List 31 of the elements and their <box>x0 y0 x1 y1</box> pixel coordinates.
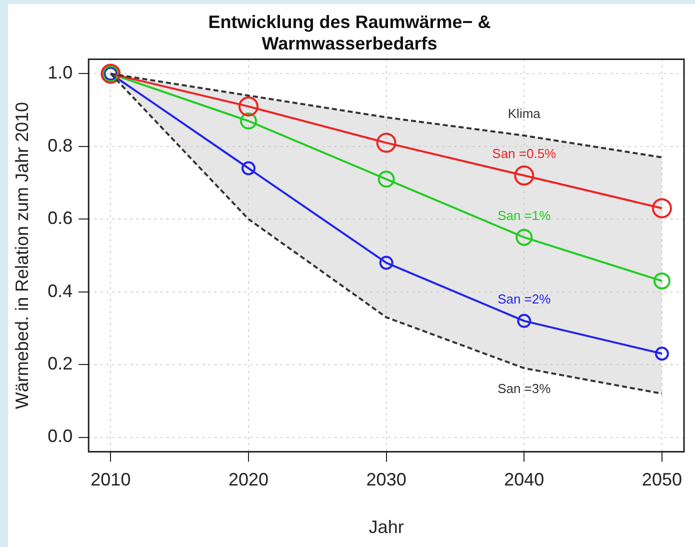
y-tick-label: 0.2 <box>48 354 73 374</box>
series-label: San =2% <box>498 292 552 307</box>
y-tick-label: 1.0 <box>48 62 73 83</box>
y-tick-label: 0.8 <box>48 135 73 156</box>
point <box>516 228 533 246</box>
y-tick-label: 0.4 <box>48 280 73 301</box>
series-label: San =0.5% <box>492 146 557 162</box>
point <box>652 198 672 218</box>
point <box>238 96 258 116</box>
y-tick-label: 0.0 <box>48 426 73 446</box>
x-axis-title: Jahr <box>368 517 404 538</box>
series-label: Klima <box>508 106 542 122</box>
x-tick-label: 2040 <box>504 470 544 490</box>
series-label: San =3% <box>498 380 552 396</box>
y-tick-label: 0.6 <box>48 208 73 228</box>
point <box>378 170 395 188</box>
point <box>653 272 670 290</box>
point <box>240 112 257 130</box>
chart-title: Entwicklung des Raumwärme− & Warmwasserbedarfs <box>208 12 491 54</box>
point <box>376 132 396 153</box>
point <box>379 256 394 270</box>
x-tick-label: 2010 <box>90 470 131 490</box>
point <box>241 161 256 176</box>
y-axis-title: Wärmebed. in Relation zum Jahr 2010 <box>12 102 32 410</box>
point <box>517 314 532 328</box>
x-tick-label: 2050 <box>642 470 682 490</box>
x-tick-label: 2030 <box>366 470 406 490</box>
x-tick-label: 2020 <box>228 470 269 490</box>
point <box>514 166 534 186</box>
series-label: San =1% <box>498 208 552 223</box>
point <box>654 346 669 361</box>
